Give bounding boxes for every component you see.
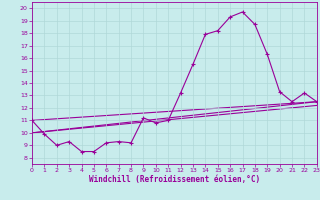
- X-axis label: Windchill (Refroidissement éolien,°C): Windchill (Refroidissement éolien,°C): [89, 175, 260, 184]
